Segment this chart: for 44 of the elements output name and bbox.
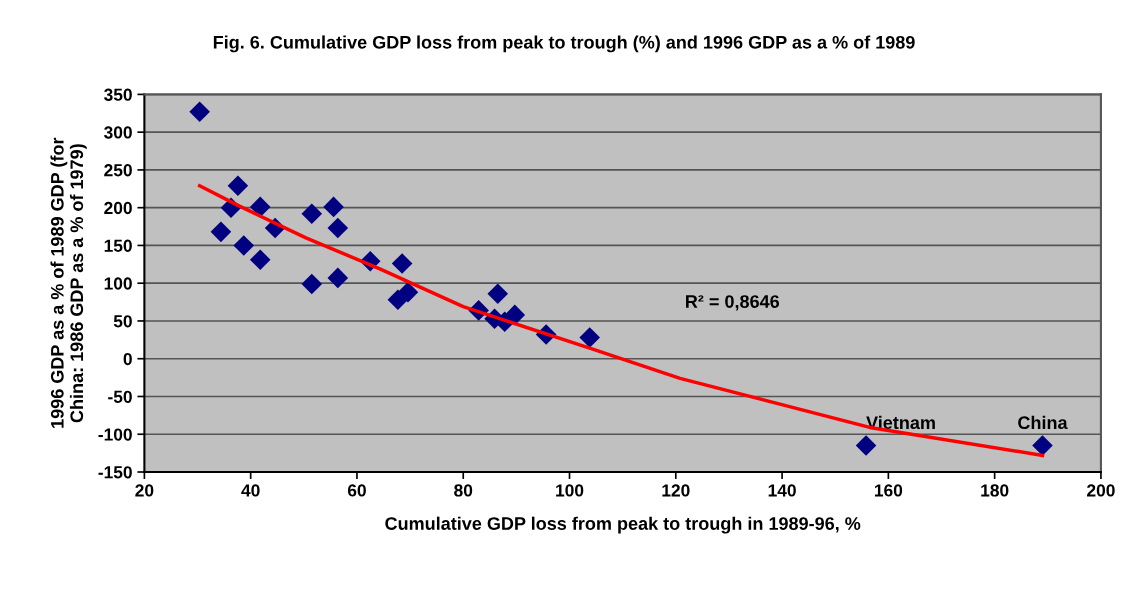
x-axis-title: Cumulative GDP loss from peak to trough in 1989-96, % (385, 516, 861, 534)
x-tick-label: 180 (981, 484, 1009, 497)
x-tick-label: 40 (241, 484, 260, 497)
point (855, 435, 877, 456)
point (327, 267, 349, 289)
y-tick-label: 100 (104, 277, 132, 290)
y-tick-label: 50 (113, 315, 132, 328)
x-tick-label: 160 (874, 484, 903, 497)
y-tick-label: 300 (104, 126, 132, 139)
y-tick-label: -150 (98, 466, 132, 479)
point (1032, 435, 1053, 456)
point (487, 283, 509, 305)
x-tick-label: 60 (347, 484, 366, 497)
point (323, 196, 344, 218)
x-tick-label: 20 (135, 484, 154, 497)
y-tick-label: -100 (98, 428, 132, 441)
y-tick-label: 0 (123, 352, 132, 366)
x-tick-label: 200 (1087, 484, 1115, 497)
point (327, 217, 349, 239)
x-tick-label: 140 (768, 484, 796, 497)
y-tick-label: -50 (108, 390, 132, 403)
annotation: R² = 0,8646 (686, 295, 780, 311)
y-tick-label: 200 (104, 201, 132, 215)
y-tick-label: 350 (104, 88, 132, 101)
point (301, 203, 323, 225)
point (249, 196, 271, 218)
y-axis-title: 1996 GDP as a % of 1989 GDP (for China: 1986 GDP as a % of 1979) (50, 137, 87, 428)
point (249, 249, 271, 271)
point (301, 273, 323, 295)
y-tick-label: 250 (104, 164, 132, 177)
x-tick-label: 100 (556, 484, 584, 497)
point (227, 175, 249, 197)
point (397, 281, 419, 303)
x-tick-label: 120 (662, 484, 690, 497)
point (189, 101, 210, 123)
chart-title: Fig. 6. Cumulative GDP loss from peak to trough (%) and 1996 GDP as a % of 1989 (213, 35, 915, 53)
annotation: China (1018, 415, 1068, 430)
point (210, 221, 232, 243)
x-tick-label: 80 (454, 484, 473, 497)
point (233, 235, 255, 256)
point (391, 253, 413, 274)
point (579, 327, 601, 348)
annotation: Vietnam (866, 415, 935, 430)
y-tick-label: 150 (104, 239, 132, 252)
